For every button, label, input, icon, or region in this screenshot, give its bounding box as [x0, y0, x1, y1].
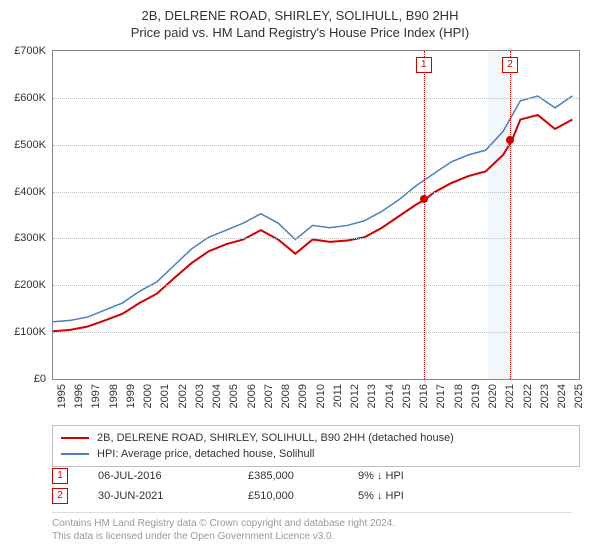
x-tick-label: 2004 — [211, 384, 223, 408]
transaction-dot — [506, 136, 514, 144]
y-tick-label: £700K — [0, 45, 46, 57]
transaction-row: 2 30-JUN-2021 £510,000 5% ↓ HPI — [52, 486, 580, 506]
x-tick-label: 2008 — [280, 384, 292, 408]
x-tick-label: 2014 — [384, 384, 396, 408]
x-tick-label: 2016 — [418, 384, 430, 408]
transaction-vline — [510, 51, 511, 379]
x-tick-label: 2000 — [142, 384, 154, 408]
chart-subtitle: Price paid vs. HM Land Registry's House … — [0, 25, 600, 40]
x-tick-label: 2006 — [246, 384, 258, 408]
transaction-price: £385,000 — [248, 470, 358, 482]
x-tick-label: 2022 — [522, 384, 534, 408]
plot-region: 12 — [52, 50, 580, 380]
x-tick-label: 2017 — [435, 384, 447, 408]
transaction-price: £510,000 — [248, 490, 358, 502]
series-line-hpi — [53, 96, 572, 322]
legend-swatch — [61, 437, 89, 439]
x-tick-label: 2001 — [159, 384, 171, 408]
gridline — [53, 238, 579, 239]
footer-line-1: Contains HM Land Registry data © Crown c… — [52, 517, 572, 530]
x-tick-label: 1995 — [56, 384, 68, 408]
y-tick-label: £400K — [0, 186, 46, 198]
transaction-marker-box: 2 — [502, 57, 518, 73]
transaction-row: 1 06-JUL-2016 £385,000 9% ↓ HPI — [52, 466, 580, 486]
chart-title: 2B, DELRENE ROAD, SHIRLEY, SOLIHULL, B90… — [0, 8, 600, 23]
footer-line-2: This data is licensed under the Open Gov… — [52, 530, 572, 543]
x-tick-label: 2023 — [539, 384, 551, 408]
transaction-diff: 9% ↓ HPI — [358, 470, 468, 482]
legend-item-property: 2B, DELRENE ROAD, SHIRLEY, SOLIHULL, B90… — [61, 430, 571, 446]
x-tick-label: 2005 — [228, 384, 240, 408]
gridline — [53, 285, 579, 286]
gridline — [53, 98, 579, 99]
x-tick-label: 2010 — [315, 384, 327, 408]
x-tick-label: 2024 — [556, 384, 568, 408]
gridline — [53, 145, 579, 146]
transaction-marker-box: 1 — [416, 57, 432, 73]
y-tick-label: £200K — [0, 279, 46, 291]
x-tick-label: 2018 — [453, 384, 465, 408]
x-tick-label: 2011 — [332, 384, 344, 408]
x-tick-label: 2003 — [194, 384, 206, 408]
x-tick-label: 2020 — [487, 384, 499, 408]
y-tick-label: £600K — [0, 92, 46, 104]
transaction-date: 06-JUL-2016 — [98, 470, 248, 482]
transaction-vline — [424, 51, 425, 379]
transaction-marker: 2 — [52, 488, 68, 504]
x-tick-label: 2021 — [504, 384, 516, 408]
y-tick-label: £100K — [0, 326, 46, 338]
chart-area: 12 £0£100K£200K£300K£400K£500K£600K£700K… — [52, 50, 580, 420]
legend-item-hpi: HPI: Average price, detached house, Soli… — [61, 446, 571, 462]
series-line-property — [53, 115, 572, 331]
legend-label: 2B, DELRENE ROAD, SHIRLEY, SOLIHULL, B90… — [97, 432, 454, 444]
transaction-marker: 1 — [52, 468, 68, 484]
x-tick-label: 1999 — [125, 384, 137, 408]
transaction-date: 30-JUN-2021 — [98, 490, 248, 502]
footer: Contains HM Land Registry data © Crown c… — [52, 512, 572, 543]
y-tick-label: £300K — [0, 232, 46, 244]
legend-swatch — [61, 453, 89, 455]
x-tick-label: 1996 — [73, 384, 85, 408]
x-tick-label: 2002 — [177, 384, 189, 408]
transaction-diff: 5% ↓ HPI — [358, 490, 468, 502]
y-tick-label: £0 — [0, 373, 46, 385]
transaction-table: 1 06-JUL-2016 £385,000 9% ↓ HPI 2 30-JUN… — [52, 466, 580, 506]
x-tick-label: 2009 — [297, 384, 309, 408]
gridline — [53, 192, 579, 193]
x-tick-label: 1998 — [108, 384, 120, 408]
legend-label: HPI: Average price, detached house, Soli… — [97, 448, 315, 460]
title-block: 2B, DELRENE ROAD, SHIRLEY, SOLIHULL, B90… — [0, 0, 600, 40]
transaction-dot — [420, 195, 428, 203]
x-tick-label: 2015 — [401, 384, 413, 408]
x-tick-label: 2007 — [263, 384, 275, 408]
x-tick-label: 2013 — [366, 384, 378, 408]
y-tick-label: £500K — [0, 139, 46, 151]
x-tick-label: 1997 — [90, 384, 102, 408]
x-tick-label: 2019 — [470, 384, 482, 408]
x-tick-label: 2025 — [573, 384, 585, 408]
x-tick-label: 2012 — [349, 384, 361, 408]
legend: 2B, DELRENE ROAD, SHIRLEY, SOLIHULL, B90… — [52, 425, 580, 467]
chart-container: 2B, DELRENE ROAD, SHIRLEY, SOLIHULL, B90… — [0, 0, 600, 560]
gridline — [53, 332, 579, 333]
